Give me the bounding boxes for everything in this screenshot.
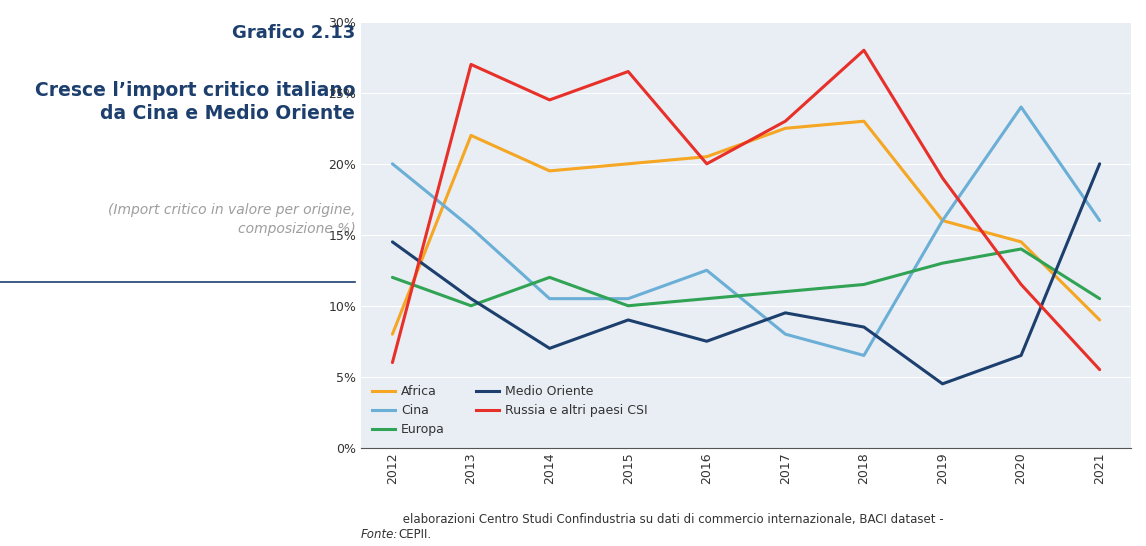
Text: (Import critico in valore per origine,
composizione %): (Import critico in valore per origine, c… xyxy=(108,203,355,235)
Text: Grafico 2.13: Grafico 2.13 xyxy=(231,24,355,42)
Legend: Africa, Cina, Europa, Medio Oriente, Russia e altri paesi CSI: Africa, Cina, Europa, Medio Oriente, Rus… xyxy=(367,380,652,442)
Text: Cresce l’import critico italiano
da Cina e Medio Oriente: Cresce l’import critico italiano da Cina… xyxy=(34,81,355,123)
Text: elaborazioni Centro Studi Confindustria su dati di commercio internazionale, BAC: elaborazioni Centro Studi Confindustria … xyxy=(399,513,943,541)
Text: Fonte:: Fonte: xyxy=(361,527,399,541)
